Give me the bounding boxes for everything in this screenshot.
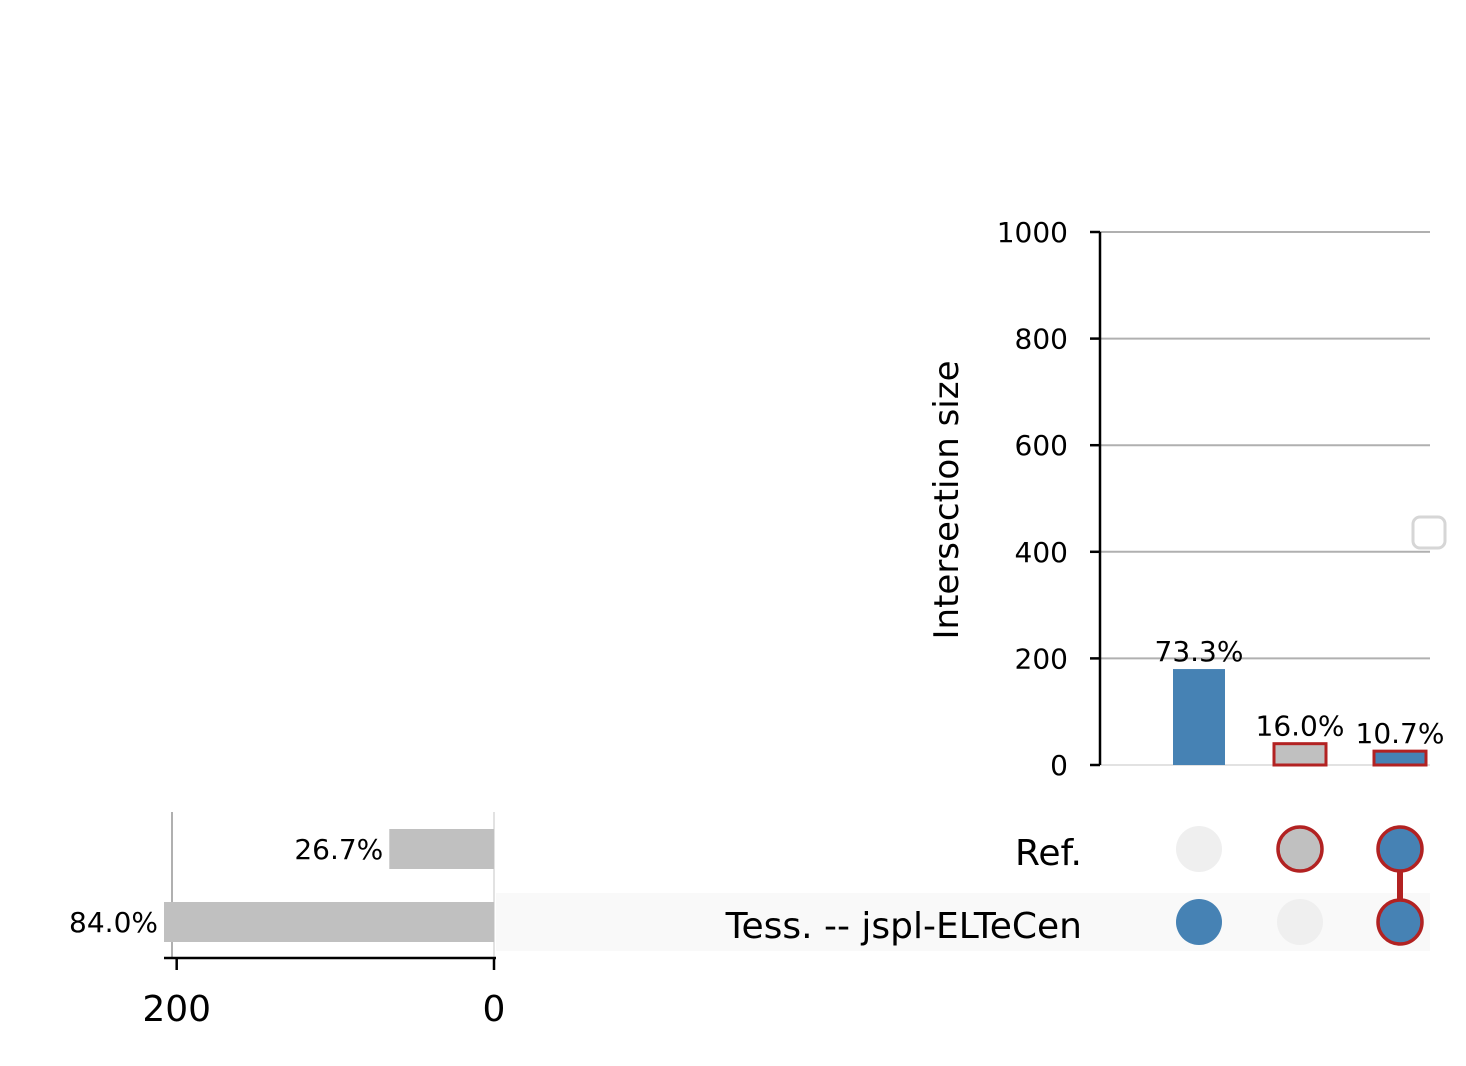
intersection-size-chart: 0 200 400 600 800 1000 Intersection size 73.3… [927, 216, 1445, 782]
set-label-tess: Tess. -- jspl-ELTeCen [725, 906, 1082, 947]
intersection-percent-label: 10.7% [1356, 717, 1445, 750]
matrix-dot-active [1278, 827, 1322, 871]
set-size-percent-label: 26.7% [294, 833, 383, 866]
intersection-bar [1274, 744, 1326, 765]
set-label-ref: Ref. [1015, 833, 1082, 874]
set-size-tick-label: 200 [142, 989, 211, 1030]
y-tick-label: 1000 [997, 216, 1068, 249]
intersection-percent-label: 16.0% [1256, 710, 1345, 743]
matrix-dot-active [1176, 899, 1222, 945]
intersection-bar [1173, 669, 1225, 765]
y-axis-label: Intersection size [927, 361, 967, 640]
y-tick-label: 600 [1015, 429, 1068, 462]
y-gridlines [1100, 232, 1430, 765]
legend-box [1413, 517, 1445, 548]
y-tick-label: 400 [1015, 536, 1068, 569]
matrix-dot-active [1378, 900, 1422, 944]
set-size-x-ticks: 200 0 [142, 958, 505, 1030]
matrix-dot-inactive [1176, 826, 1222, 872]
set-size-bar [389, 829, 494, 869]
y-tick-label: 0 [1050, 749, 1068, 782]
intersection-bar [1374, 751, 1426, 765]
membership-matrix: Ref. Tess. -- jspl-ELTeCen [496, 826, 1430, 951]
y-tick-label: 200 [1015, 642, 1068, 675]
y-axis-ticks: 0 200 400 600 800 1000 [997, 216, 1100, 782]
set-size-chart: 26.7%84.0% 200 0 [69, 812, 505, 1030]
matrix-dot-inactive [1277, 899, 1323, 945]
set-size-percent-label: 84.0% [69, 906, 158, 939]
y-tick-label: 800 [1015, 323, 1068, 356]
intersection-percent-label: 73.3% [1155, 635, 1244, 668]
matrix-dot-active [1378, 827, 1422, 871]
set-size-bar [164, 902, 494, 942]
matrix-dots [1176, 826, 1422, 945]
set-size-tick-label: 0 [483, 989, 506, 1030]
